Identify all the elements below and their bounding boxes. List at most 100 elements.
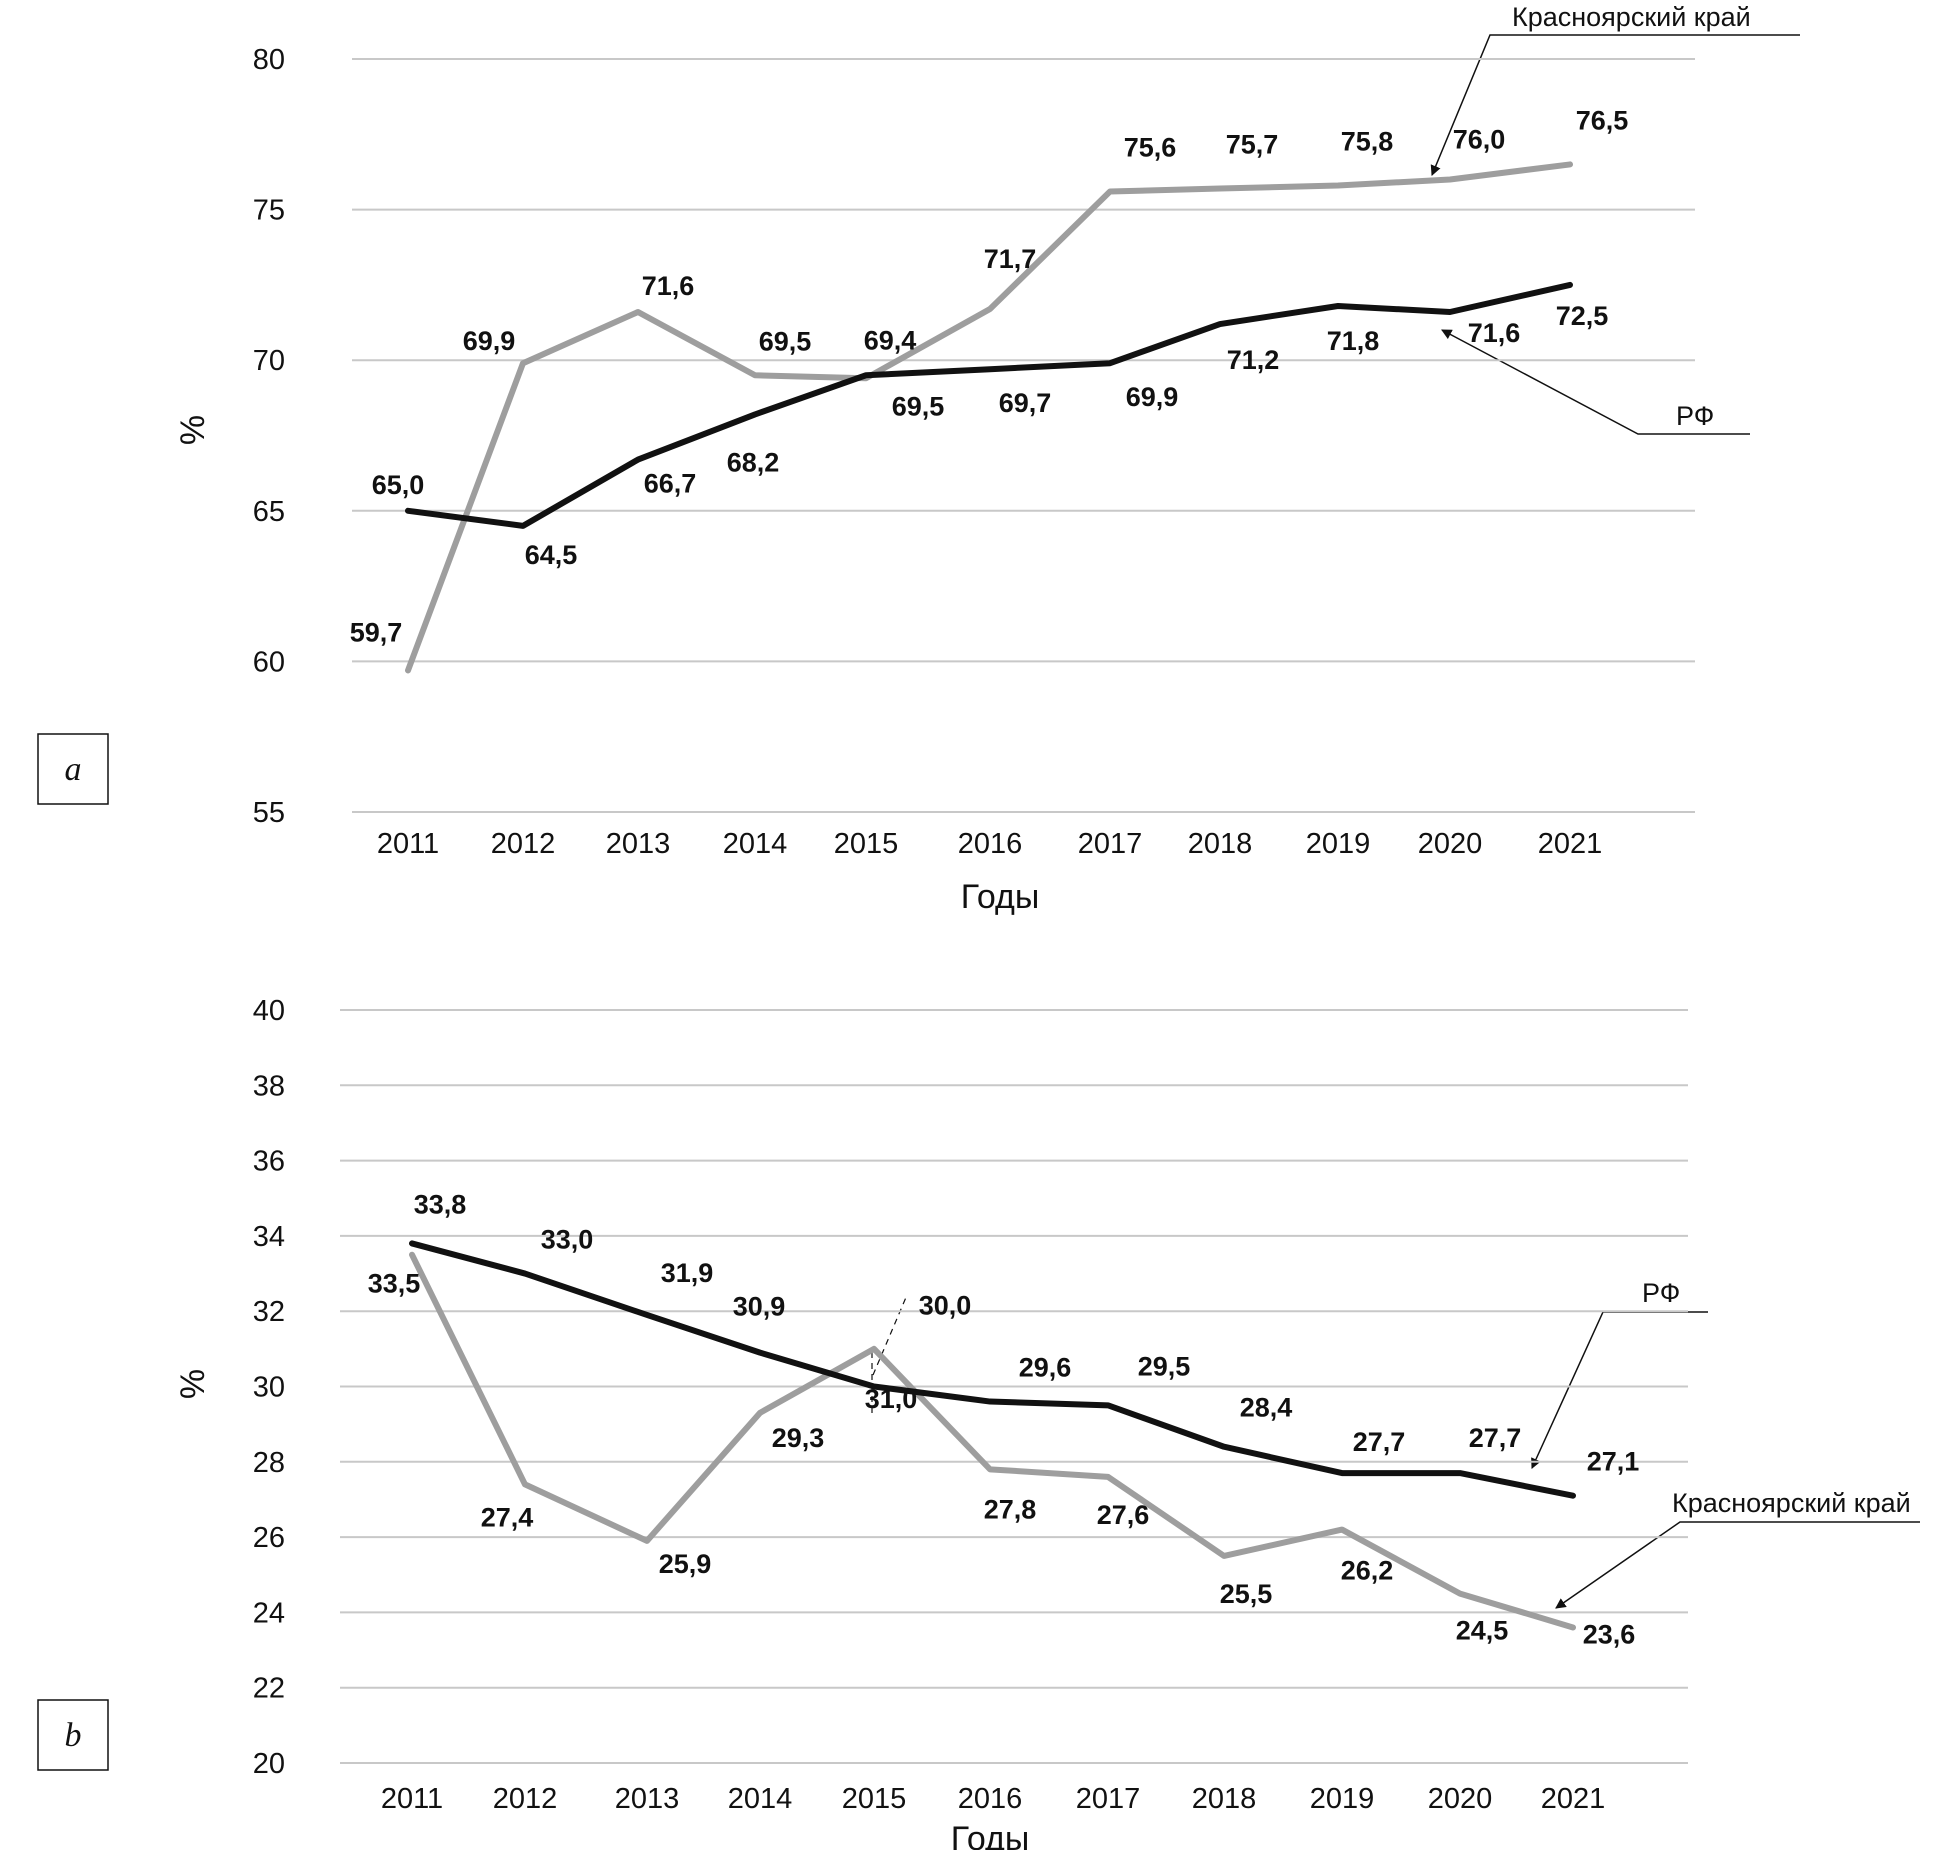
panel-a-xtick-label: 2014 [723, 828, 788, 860]
panel-a-callout-kk-label: Красноярский край [1512, 2, 1751, 32]
panel-a-rf-data-label: 72,5 [1556, 301, 1609, 331]
panel-b-xtick-label: 2011 [381, 1783, 443, 1815]
panel-b-rf-data-label: 30,0 [919, 1291, 972, 1321]
panel-a-ytick-label: 75 [253, 195, 285, 227]
panel-a-marker: a [37, 733, 109, 805]
panel-a-callout-rf: РФ [1441, 329, 1750, 435]
panel-b-kk-data-label: 23,6 [1583, 1619, 1636, 1649]
panel-b-ytick-label: 36 [253, 1146, 285, 1178]
panel-a-kk-data-label: 59,7 [350, 617, 403, 647]
panel-b-ytick-label: 38 [253, 1070, 285, 1102]
panel-a-rf-data-label: 71,6 [1468, 318, 1521, 348]
panel-a-ytick-label: 65 [253, 496, 285, 528]
panel-b-leader-2015 [872, 1294, 908, 1376]
panel-a-kk-data-label: 69,4 [864, 325, 917, 355]
panel-a-kk-data-label: 76,0 [1453, 124, 1506, 154]
panel-b-ytick-label: 40 [253, 995, 285, 1027]
panel-b-rf-data-label: 31,9 [661, 1258, 714, 1288]
panel-b-kk-data-label: 27,6 [1097, 1500, 1150, 1530]
panel-b-xtick-label: 2016 [958, 1783, 1023, 1815]
panel-b-rf-data-label: 28,4 [1240, 1393, 1293, 1423]
panel-a-kk-data-label: 75,7 [1226, 130, 1279, 160]
panel-b-xtick-label: 2012 [493, 1783, 558, 1815]
panel-b-callout-kk-label: Красноярский край [1672, 1488, 1911, 1518]
panel-a-rf-data-label: 69,7 [999, 388, 1052, 418]
panel-a-xtick-label: 2017 [1078, 828, 1143, 860]
panel-a-kk-data-label: 75,8 [1341, 127, 1394, 157]
panel-a-series-rf-line [405, 281, 1573, 529]
panel-a-xtick-label: 2019 [1306, 828, 1371, 860]
panel-a-rf-data-label: 65,0 [372, 470, 425, 500]
panel-a-kk-data-label: 69,9 [463, 326, 516, 356]
panel-b-ytick-label: 22 [253, 1673, 285, 1705]
panel-b-kk-data-label: 31,0 [865, 1384, 918, 1414]
panel-a-callout-kk: Красноярский край [1430, 2, 1800, 176]
panel-a-xtick-label: 2011 [377, 828, 439, 860]
panel-a-xtick-label: 2013 [606, 828, 671, 860]
panel-b-xtick-label: 2017 [1076, 1783, 1141, 1815]
panel-a-callout-rf-label: РФ [1676, 401, 1714, 431]
panel-b-kk-data-label: 25,5 [1220, 1579, 1273, 1609]
panel-b-rf-data-label: 33,0 [541, 1225, 594, 1255]
panel-b-rf-data-label: 33,8 [414, 1189, 467, 1219]
panel-b-kk-data-label: 26,2 [1341, 1556, 1394, 1586]
panel-b-ytick-label: 28 [253, 1447, 285, 1479]
panel-b-rf-data-label: 27,7 [1469, 1423, 1522, 1453]
panel-a-kk-data-label: 71,6 [642, 271, 695, 301]
panel-b-series-rf-line [409, 1240, 1576, 1499]
panel-a-kk-data-label: 75,6 [1124, 133, 1177, 163]
panel-b-kk-data-label: 27,8 [984, 1494, 1037, 1524]
panel-a-xtick-label: 2016 [958, 828, 1023, 860]
panel-b-ytick-label: 20 [253, 1748, 285, 1780]
panel-a-ylabel: % [174, 415, 212, 445]
panel-b-kk-data-label: 25,9 [659, 1549, 712, 1579]
panel-a-rf-data-label: 71,8 [1327, 326, 1380, 356]
panel-a-kk-data-label: 76,5 [1576, 105, 1629, 135]
panel-b-xlabel: Годы [951, 1820, 1030, 1850]
panel-a-ytick-label: 80 [253, 44, 285, 76]
panel-b-ytick-label: 32 [253, 1296, 285, 1328]
panel-b-rf-data-label: 27,1 [1587, 1447, 1640, 1477]
panel-a-letter: a [65, 751, 82, 788]
panel-b-rf-data-label: 29,5 [1138, 1351, 1191, 1381]
panel-a-series-kk-line [405, 161, 1573, 674]
panel-a-ytick-label: 55 [253, 797, 285, 829]
panel-b-ytick-label: 30 [253, 1372, 285, 1404]
panel-b-xtick-label: 2013 [615, 1783, 680, 1815]
panel-b-callout-rf-label: РФ [1642, 1278, 1680, 1308]
panel-a-xtick-label: 2021 [1538, 828, 1603, 860]
panel-a-rf-data-label: 69,5 [892, 391, 945, 421]
panel-b-xtick-label: 2014 [728, 1783, 793, 1815]
panel-a-ytick-label: 60 [253, 646, 285, 678]
panel-a-xtick-label: 2020 [1418, 828, 1483, 860]
panel-a-xtick-label: 2015 [834, 828, 899, 860]
panel-a-rf-data-label: 69,9 [1126, 382, 1179, 412]
panel-b-rf-data-label: 29,6 [1019, 1353, 1072, 1383]
panel-b-xtick-label: 2021 [1541, 1783, 1606, 1815]
panel-b-xtick-label: 2015 [842, 1783, 907, 1815]
panel-a-kk-data-label: 71,7 [984, 244, 1037, 274]
panel-a-xtick-label: 2012 [491, 828, 556, 860]
panel-a-rf-data-label: 71,2 [1227, 345, 1280, 375]
panel-b-ytick-label: 26 [253, 1522, 285, 1554]
panel-b-xtick-label: 2019 [1310, 1783, 1375, 1815]
panel-b-callout-kk: Красноярский край [1555, 1488, 1920, 1609]
panel-a-rf-data-label: 64,5 [525, 540, 578, 570]
panel-a-kk-data-label: 69,5 [759, 326, 812, 356]
panel-b-callout-rf: РФ [1531, 1278, 1708, 1469]
panel-b-kk-data-label: 29,3 [772, 1423, 825, 1453]
panel-a-rf-data-label: 68,2 [727, 447, 780, 477]
panel-a-xlabel: Годы [961, 878, 1040, 916]
panel-b-rf-data-label: 27,7 [1353, 1427, 1406, 1457]
panel-b-xtick-label: 2018 [1192, 1783, 1257, 1815]
panel-a-ytick-label: 70 [253, 345, 285, 377]
panel-b-ytick-label: 24 [253, 1597, 285, 1629]
panel-b-kk-data-label: 33,5 [368, 1269, 421, 1299]
panel-b-kk-data-label: 24,5 [1456, 1616, 1509, 1646]
panel-b-ytick-label: 34 [253, 1221, 285, 1253]
panel-b-rf-data-label: 30,9 [733, 1292, 786, 1322]
panel-b-letter: b [65, 1717, 82, 1754]
panel-b-ylabel: % [174, 1369, 212, 1399]
panel-b-series-kk-line [409, 1251, 1576, 1631]
